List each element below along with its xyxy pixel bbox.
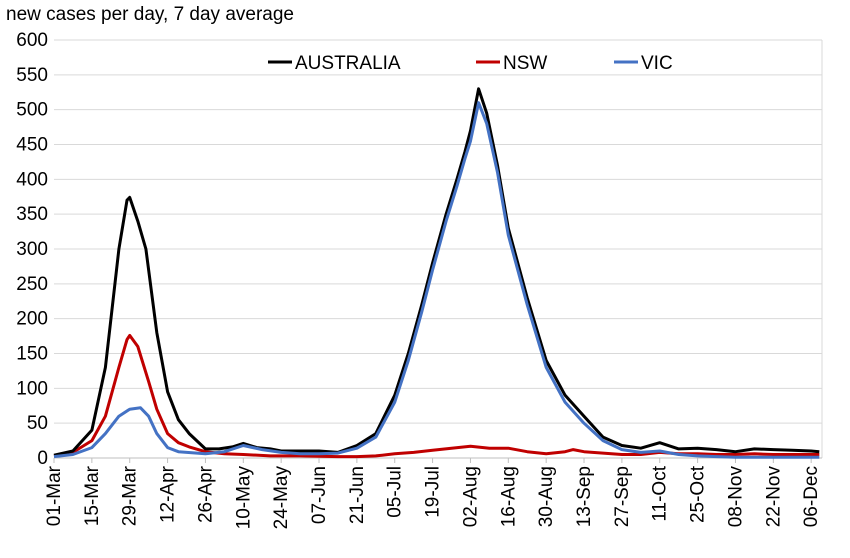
x-tick-label: 07-Jun (309, 466, 330, 524)
chart-title: new cases per day, 7 day average (6, 4, 294, 25)
x-tick-label: 15-Mar (82, 465, 103, 526)
legend-label-nsw: NSW (503, 53, 547, 74)
x-tick-label: 16-Aug (498, 466, 519, 527)
x-tick-label: 05-Jul (385, 466, 406, 518)
x-tick-label: 30-Aug (536, 466, 557, 527)
y-tick-label: 600 (16, 30, 48, 51)
x-tick-label: 21-Jun (347, 466, 368, 524)
x-tick-label: 27-Sep (612, 466, 633, 527)
legend-label-vic: VIC (641, 53, 673, 74)
x-tick-label: 08-Nov (725, 466, 746, 528)
series-line-australia (53, 87, 820, 457)
y-tick-label: 0 (37, 448, 48, 469)
x-tick-label: 26-Apr (195, 465, 216, 523)
x-tick-label: 24-May (271, 466, 292, 530)
y-tick-label: 150 (16, 344, 48, 365)
series-line-vic (53, 101, 820, 459)
x-tick-label: 10-May (233, 466, 254, 530)
y-tick-label: 200 (16, 309, 48, 330)
x-tick-label: 22-Nov (763, 466, 784, 528)
x-tick-label: 25-Oct (688, 465, 709, 523)
y-tick-label: 400 (16, 169, 48, 190)
x-tick-label: 06-Dec (801, 466, 822, 527)
y-tick-label: 450 (16, 135, 48, 156)
x-tick-label: 11-Oct (650, 465, 671, 521)
x-tick-label: 19-Jul (423, 466, 444, 518)
y-tick-label: 100 (16, 378, 48, 399)
x-tick-label: 29-Mar (120, 465, 141, 526)
x-tick-label: 02-Aug (460, 466, 481, 527)
y-tick-label: 350 (16, 204, 48, 225)
x-tick-label: 01-Mar (44, 465, 65, 526)
y-tick-label: 50 (27, 413, 48, 434)
y-tick-label: 250 (16, 274, 48, 295)
legend-label-australia: AUSTRALIA (295, 53, 401, 74)
x-tick-label: 13-Sep (574, 466, 595, 527)
x-tick-label: 12-Apr (158, 465, 179, 523)
y-tick-label: 300 (16, 239, 48, 260)
y-tick-label: 550 (16, 65, 48, 86)
y-tick-label: 500 (16, 100, 48, 121)
